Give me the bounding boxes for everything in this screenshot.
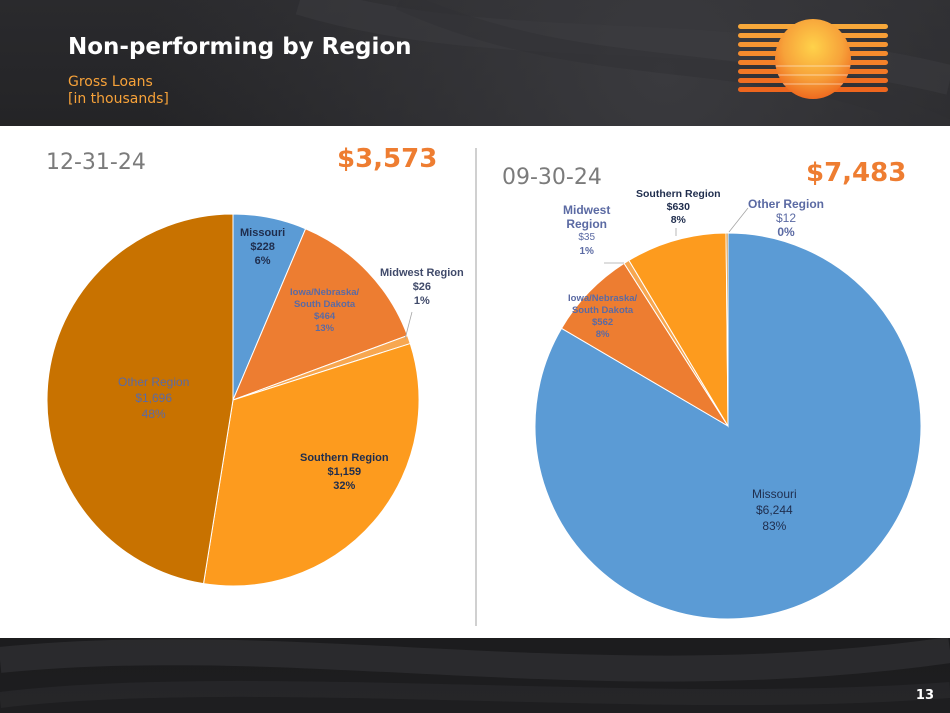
right-label-other: Other Region $12 0%	[748, 197, 825, 239]
right-chart-total: $7,483	[806, 158, 907, 188]
right-chart-date: 09-30-24	[502, 165, 602, 190]
right-label-midwest: Midwest Region $35 1%	[563, 203, 611, 257]
left-label-southern: Southern Region $1,159 32%	[300, 452, 389, 492]
left-label-missouri: Missouri $228 6%	[240, 227, 286, 267]
left-chart-total: $3,573	[337, 144, 438, 174]
slide-title: Non-performing by Region	[68, 34, 412, 60]
right-label-southern: Southern Region $630 8%	[636, 188, 721, 226]
left-label-other: Other Region $1,696 48%	[118, 375, 190, 421]
left-label-midwest: Midwest Region $26 1%	[380, 267, 464, 307]
left-chart-date: 12-31-24	[46, 150, 146, 175]
subtitle-line-1: Gross Loans	[68, 74, 153, 90]
slide-subtitle: Gross Loans [in thousands]	[68, 74, 169, 108]
sun-logo	[738, 19, 888, 99]
right-label-iowa: Iowa/Nebraska/ South Dakota $562 8%	[568, 293, 638, 340]
subtitle-line-2: [in thousands]	[68, 91, 169, 107]
chart-divider	[475, 148, 477, 626]
left-label-iowa: Iowa/Nebraska/ South Dakota $464 13%	[290, 287, 360, 334]
right-label-missouri: Missouri $6,244 83%	[752, 487, 797, 533]
page-number: 13	[915, 688, 934, 703]
